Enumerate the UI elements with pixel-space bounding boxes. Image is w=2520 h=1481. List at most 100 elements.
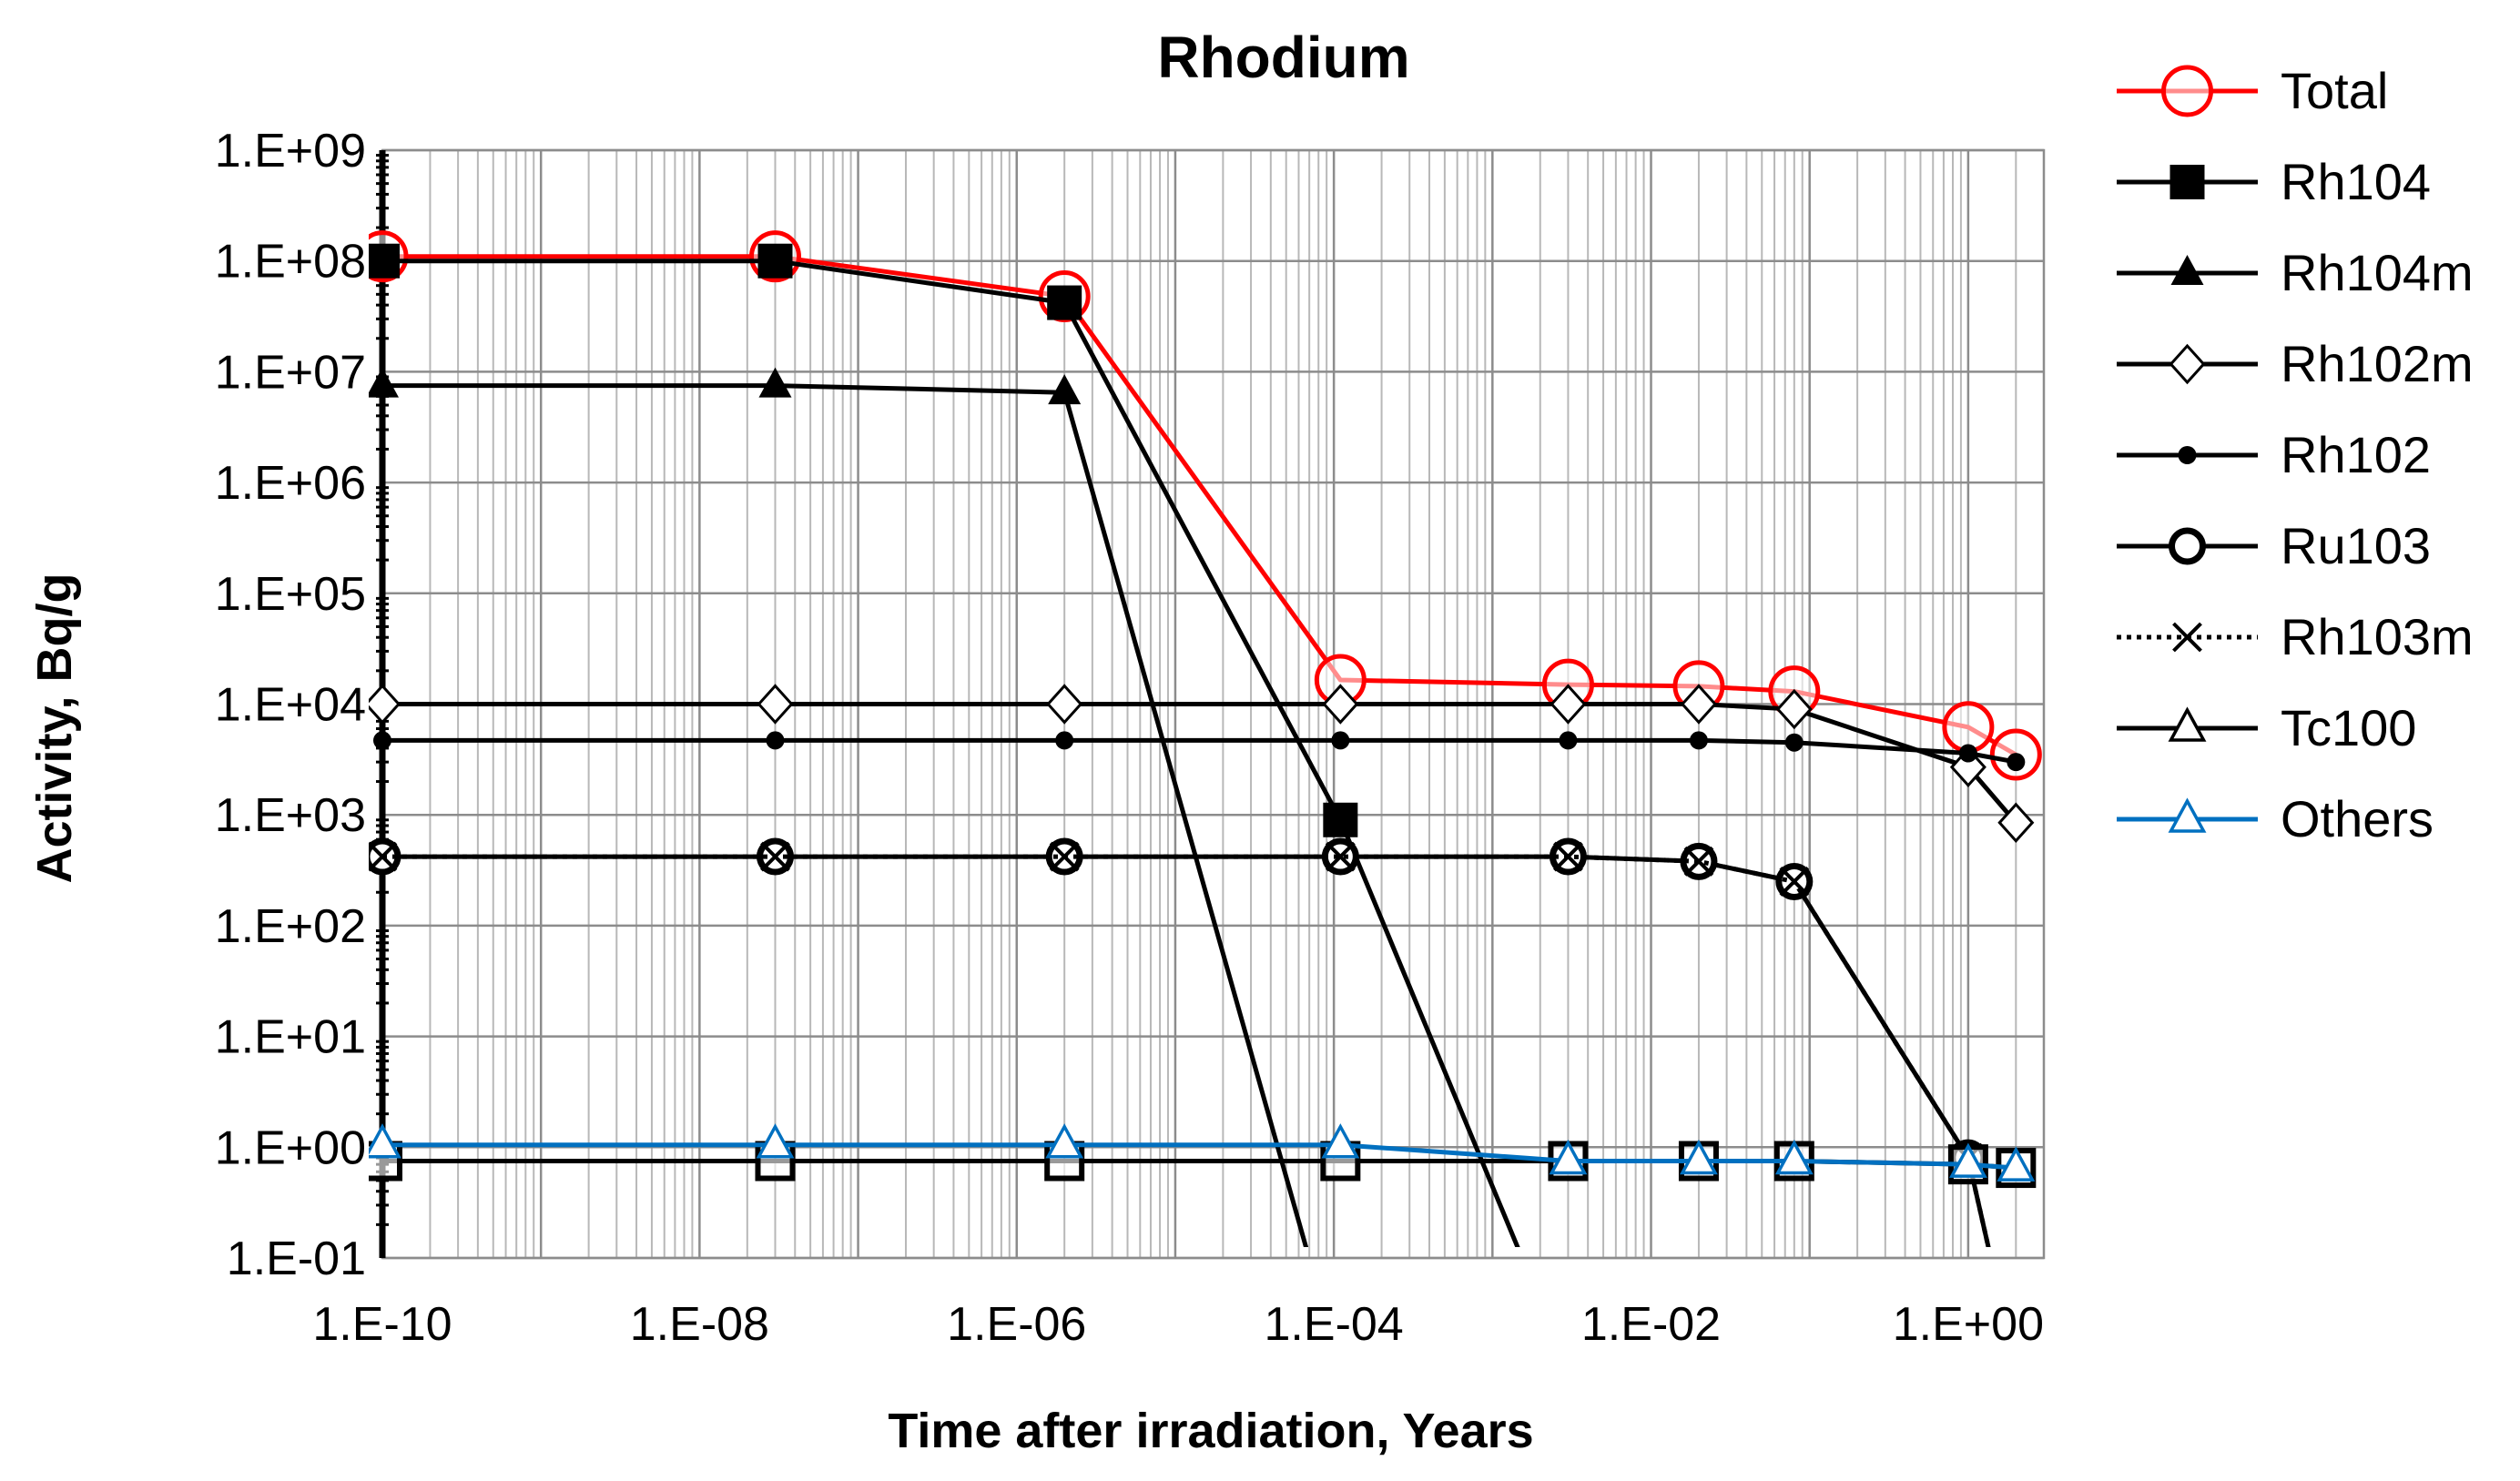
legend-marker-tc100	[2168, 706, 2207, 742]
data-point-rh104m	[369, 367, 399, 398]
x-tick-label: 1.E-02	[1581, 1298, 1721, 1351]
data-point-rh103m	[369, 841, 398, 872]
x-tick-label: 1.E+00	[1893, 1298, 2044, 1351]
legend-entry-rh104: Rh104	[2117, 153, 2431, 210]
x-tick-label: 1.E-08	[630, 1298, 769, 1351]
data-point-rh104	[757, 243, 793, 279]
legend-label-total: Total	[2281, 62, 2388, 119]
data-point-rh103m	[760, 841, 790, 872]
data-point-rh102m	[1949, 746, 1987, 787]
data-point-rh104m	[758, 367, 792, 398]
y-tick-label: 1.E+08	[215, 236, 366, 289]
y-tick-label: 1.E+07	[215, 346, 366, 399]
y-tick-label: 1.E+05	[215, 568, 366, 621]
legend-label-rh103m: Rh103m	[2281, 608, 2474, 665]
data-point-others	[1948, 1142, 1987, 1178]
legend-marker-others	[2168, 797, 2207, 833]
data-point-rh104	[1047, 285, 1082, 320]
x-tick-label: 1.E-04	[1265, 1298, 1404, 1351]
y-axis-title: Activity, Bq/g	[27, 573, 82, 883]
legend-marker-rh103m	[2172, 622, 2202, 653]
data-point-rh103m	[1553, 841, 1583, 872]
data-point-rh102	[1689, 731, 1708, 750]
legend-marker-rh104	[2169, 165, 2205, 199]
legend-entry-rh103m: Rh103m	[2117, 608, 2474, 665]
data-point-rh102	[766, 731, 785, 750]
data-point-rh102	[1331, 731, 1350, 750]
data-point-rh103m	[1325, 841, 1356, 872]
legend-label-ru103: Ru103	[2281, 517, 2431, 574]
data-point-rh102m	[1322, 684, 1359, 725]
data-point-rh102m	[1775, 688, 1813, 730]
legend-marker-rh104m	[2170, 255, 2204, 285]
data-point-others	[756, 1123, 795, 1159]
legend-marker-ru103	[2169, 527, 2206, 565]
y-tick-label: 1.E+01	[215, 1011, 366, 1064]
data-point-total	[1942, 701, 1995, 754]
chart-title: Rhodium	[1157, 25, 1409, 90]
series-others	[369, 1123, 2036, 1182]
data-point-rh102m	[1550, 684, 1587, 725]
data-point-others	[1549, 1139, 1588, 1175]
data-point-rh102m	[1680, 684, 1717, 725]
series-rh104m	[369, 367, 1309, 1247]
series-rh102	[373, 731, 2026, 772]
tick-labels: 1.E-10 1.E-08 1.E-06 1.E-04 1.E-02 1.E+00 1.E+…	[215, 125, 2044, 1351]
legend-marker-rh102	[2178, 446, 2197, 464]
series-line-rh104m	[382, 383, 1309, 1247]
series-rh102m	[369, 684, 2035, 844]
data-point-rh102	[373, 731, 391, 750]
data-point-rh103m	[1683, 846, 1714, 877]
data-point-rh102m	[1997, 802, 2035, 844]
legend-entry-rh102: Rh102	[2117, 426, 2431, 483]
data-point-rh102	[1055, 731, 1074, 750]
x-axis-title: Time after irradiation, Years	[888, 1404, 1533, 1458]
data-point-rh102	[1559, 731, 1578, 750]
legend-entry-rh104m: Rh104m	[2117, 244, 2474, 301]
data-point-rh102m	[1046, 684, 1083, 725]
data-point-rh104	[1323, 802, 1358, 837]
legend-entry-ru103: Ru103	[2117, 517, 2431, 574]
y-tick-label: 1.E+04	[215, 679, 366, 732]
data-point-others	[1997, 1146, 2036, 1182]
legend-marker-total	[2161, 65, 2213, 117]
data-point-rh102m	[369, 684, 401, 725]
legend-label-rh104: Rh104	[2281, 153, 2431, 210]
y-tick-label: 1.E-01	[227, 1232, 366, 1285]
data-point-rh104	[369, 243, 400, 279]
data-point-others	[1321, 1123, 1360, 1159]
data-point-others	[369, 1123, 401, 1159]
legend-marker-rh102m	[2169, 343, 2206, 385]
legend-label-tc100: Tc100	[2281, 699, 2416, 756]
x-tick-label: 1.E-10	[312, 1298, 452, 1351]
legend-entry-total: Total	[2117, 62, 2388, 119]
legend-label-others: Others	[2281, 790, 2434, 847]
data-point-rh102	[1958, 744, 1977, 763]
data-point-rh104m	[1048, 374, 1082, 405]
series-rh104	[369, 243, 1520, 1247]
data-point-others	[1680, 1139, 1718, 1175]
data-point-rh102	[2007, 753, 2026, 772]
data-point-rh103m	[1779, 867, 1810, 897]
data-point-others	[1774, 1139, 1814, 1175]
y-tick-label: 1.E+06	[215, 457, 366, 510]
data-point-rh103m	[1049, 841, 1080, 872]
series-layer	[369, 230, 2042, 1247]
x-tick-label: 1.E-06	[947, 1298, 1086, 1351]
legend-entry-rh102m: Rh102m	[2117, 335, 2474, 392]
legend-label-rh102m: Rh102m	[2281, 335, 2474, 392]
series-line-rh104	[382, 259, 1520, 1247]
legend-entry-others: Others	[2117, 790, 2434, 847]
data-point-rh102m	[757, 684, 794, 725]
y-tick-label: 1.E+09	[215, 125, 366, 178]
y-tick-label: 1.E+02	[215, 900, 366, 953]
y-tick-label: 1.E+00	[215, 1121, 366, 1174]
data-point-others	[1045, 1123, 1084, 1159]
legend-label-rh104m: Rh104m	[2281, 244, 2474, 301]
y-tick-label: 1.E+03	[215, 789, 366, 842]
data-point-rh102	[1784, 733, 1804, 752]
legend-entry-tc100: Tc100	[2117, 699, 2416, 756]
legend-label-rh102: Rh102	[2281, 426, 2431, 483]
legend: Total Rh104 Rh104m Rh102m Rh102 Ru103 Rh103m Tc…	[2117, 62, 2474, 847]
